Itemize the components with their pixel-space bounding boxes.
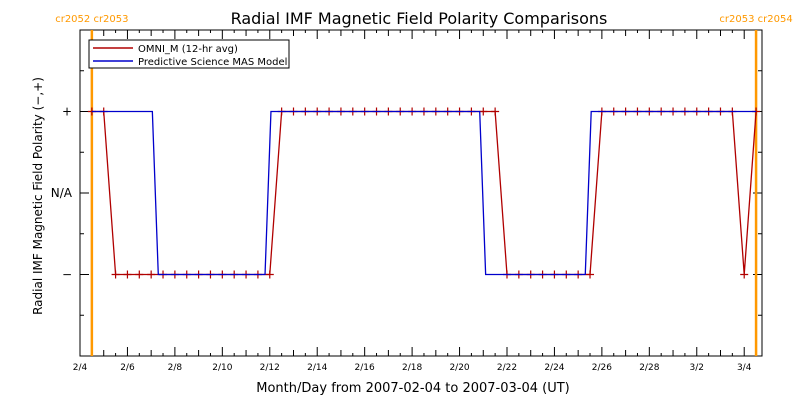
- x-tick-label: 2/20: [449, 363, 469, 373]
- data-point: [586, 270, 595, 279]
- rotation-label: cr2052 cr2053: [55, 14, 128, 25]
- y-axis-label: Radial IMF Magnetic Field Polarity (−,+): [31, 77, 45, 315]
- x-tick-label: 2/18: [402, 363, 422, 373]
- data-point: [479, 107, 488, 116]
- x-tick-label: 2/8: [168, 363, 183, 373]
- x-tick-label: 2/24: [544, 363, 564, 373]
- x-tick-label: 2/22: [497, 363, 517, 373]
- x-tick-label: 3/4: [737, 363, 752, 373]
- data-point: [491, 107, 500, 116]
- data-point: [147, 270, 156, 279]
- x-tick-label: 3/2: [690, 363, 704, 373]
- plot-frame: [79, 29, 763, 357]
- x-tick-label: 2/28: [639, 363, 659, 373]
- legend-label-mas: Predictive Science MAS Model: [138, 57, 287, 68]
- x-tick-label: 2/12: [260, 363, 280, 373]
- x-axis-label: Month/Day from 2007-02-04 to 2007-03-04 …: [256, 381, 569, 396]
- legend-box: [88, 39, 290, 69]
- rotation-label: cr2053 cr2054: [719, 14, 792, 25]
- x-tick-label: 2/4: [73, 363, 88, 373]
- x-tick-label: 2/26: [592, 363, 612, 373]
- chart-title: Radial IMF Magnetic Field Polarity Compa…: [231, 9, 608, 28]
- data-point: [265, 270, 274, 279]
- y-tick-label: +: [62, 105, 72, 119]
- y-axis-ticks: + N/A −: [51, 29, 762, 357]
- omni-series: [87, 107, 761, 279]
- data-point: [740, 270, 749, 279]
- x-tick-label: 2/14: [307, 363, 327, 373]
- legend-label-omni: OMNI_M (12-hr avg): [138, 44, 238, 55]
- y-tick-label: −: [62, 268, 72, 282]
- data-point: [135, 270, 144, 279]
- data-point: [123, 270, 132, 279]
- mas-series: [91, 110, 757, 276]
- data-point: [111, 270, 120, 279]
- x-tick-label: 2/10: [212, 363, 232, 373]
- y-tick-label: N/A: [51, 186, 73, 200]
- series-line: [91, 110, 757, 276]
- legend: OMNI_M (12-hr avg) Predictive Science MA…: [88, 39, 290, 69]
- rotation-markers: cr2052 cr2053 cr2053 cr2054: [55, 14, 793, 356]
- x-axis-ticks: 2/4 2/6 2/8 2/10 2/12 2/14 2/16 2/18 2/20 2/22 2/2…: [73, 30, 757, 373]
- series-line: [91, 110, 757, 276]
- x-tick-label: 2/16: [355, 363, 375, 373]
- x-tick-label: 2/6: [120, 363, 135, 373]
